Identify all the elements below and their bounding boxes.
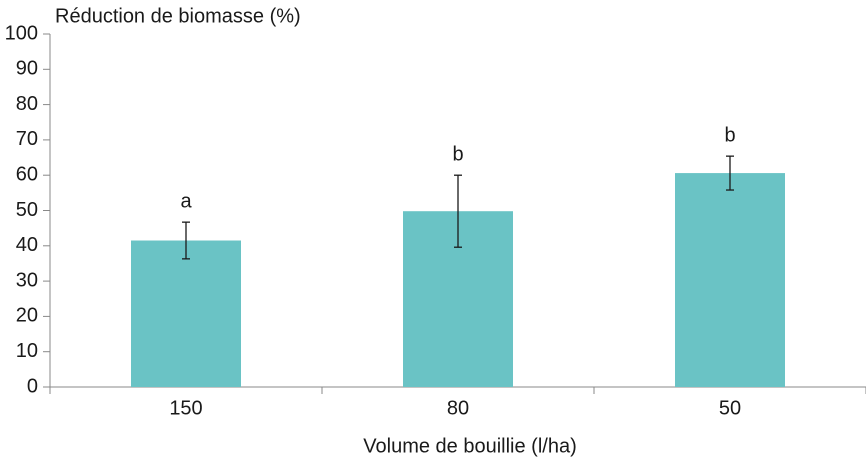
y-tick-label: 70 <box>16 128 38 150</box>
y-tick-label: 100 <box>5 22 38 44</box>
y-tick-label: 30 <box>16 269 38 291</box>
chart-title: Réduction de biomasse (%) <box>55 5 301 27</box>
annotation: b <box>724 124 735 146</box>
x-axis-label: Volume de bouillie (l/ha) <box>363 435 576 457</box>
bar <box>131 240 241 387</box>
bar <box>675 173 785 387</box>
error-bar <box>182 221 190 260</box>
x-tick-label: 150 <box>169 397 202 419</box>
y-tick-label: 90 <box>16 58 38 80</box>
annotation: a <box>180 190 192 212</box>
error-bar <box>454 174 462 248</box>
y-tick-label: 50 <box>16 199 38 221</box>
y-tick-label: 0 <box>27 375 38 397</box>
error-bar <box>726 155 734 191</box>
annotation: b <box>452 143 463 165</box>
y-tick-label: 10 <box>16 340 38 362</box>
y-tick-label: 80 <box>16 93 38 115</box>
x-tick-label: 80 <box>447 397 469 419</box>
y-tick-label: 20 <box>16 305 38 327</box>
y-tick-label: 40 <box>16 234 38 256</box>
x-tick-label: 50 <box>719 397 741 419</box>
y-tick-label: 60 <box>16 163 38 185</box>
